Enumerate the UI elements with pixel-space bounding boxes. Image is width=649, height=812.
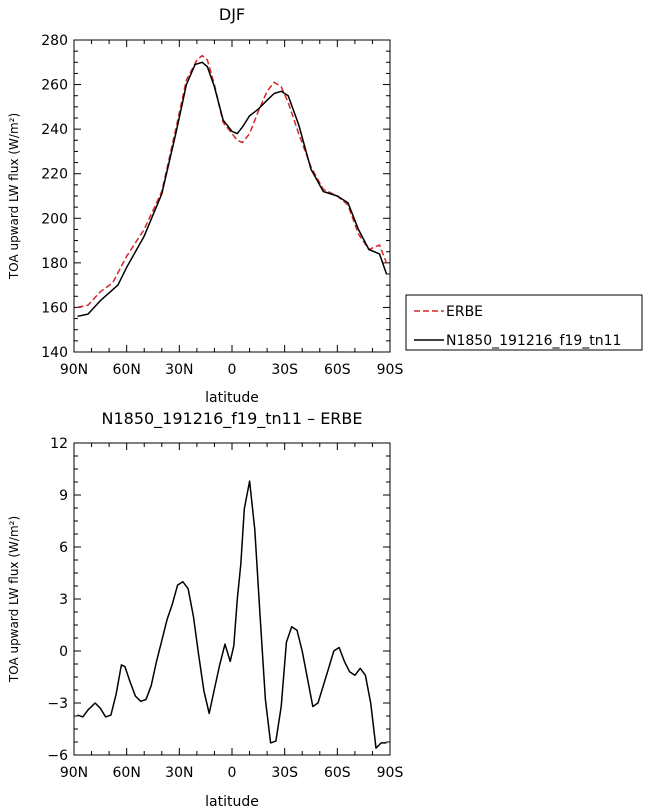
legend-label-model: N1850_191216_f19_tn11	[446, 333, 621, 349]
bottom-panel: N1850_191216_f19_tn11 – ERBE 90N 60N 30N 0 3…	[7, 409, 403, 810]
legend: ERBE N1850_191216_f19_tn11	[405, 294, 643, 351]
top-plot-frame	[73, 39, 391, 353]
bottom-chart-title: N1850_191216_f19_tn11 – ERBE	[101, 409, 362, 429]
x-tick-label: 0	[228, 362, 237, 378]
x-tick-label: 60S	[324, 362, 351, 378]
x-tick-label: 30N	[165, 362, 193, 378]
top-x-tick-labels: 90N 60N 30N 0 30S 60S 90S	[60, 362, 404, 378]
x-tick-label: 0	[228, 765, 237, 781]
top-chart-title: DJF	[219, 5, 245, 24]
bottom-plot-frame	[73, 442, 391, 756]
y-tick-label: 220	[41, 167, 68, 183]
x-tick-label: 90S	[377, 362, 404, 378]
legend-box	[405, 294, 643, 351]
bottom-x-tick-labels: 90N 60N 30N 0 30S 60S 90S	[60, 765, 404, 781]
y-tick-label: 180	[41, 256, 68, 272]
x-tick-label: 90N	[60, 765, 88, 781]
x-tick-label: 60N	[113, 765, 141, 781]
x-tick-label: 30S	[271, 362, 298, 378]
bottom-y-tick-labels: −6 −3 0 3 6 9 12	[47, 436, 68, 764]
y-tick-label: 240	[41, 122, 68, 138]
series-line-difference	[77, 480, 387, 749]
y-tick-label: 280	[41, 33, 68, 49]
top-panel: DJF 90N 60N 30N 0 30S 60S 90S 140 160 180 200 220 2…	[7, 5, 403, 406]
y-tick-label: −3	[47, 696, 68, 712]
y-tick-label: 260	[41, 78, 68, 94]
bottom-x-axis-label: latitude	[205, 794, 259, 810]
legend-label-erbe: ERBE	[446, 304, 483, 320]
bottom-y-axis-label: TOA upward LW flux (W/m²)	[7, 516, 21, 683]
x-tick-label: 60S	[324, 765, 351, 781]
top-y-axis-label: TOA upward LW flux (W/m²)	[7, 113, 21, 280]
bottom-series-layer	[77, 480, 387, 749]
y-tick-label: 6	[59, 540, 68, 556]
x-tick-label: 30S	[271, 765, 298, 781]
series-line-erbe	[77, 54, 388, 309]
y-tick-label: 9	[59, 488, 68, 504]
y-tick-label: 160	[41, 300, 68, 316]
x-tick-label: 90S	[377, 765, 404, 781]
y-tick-label: 0	[59, 644, 68, 660]
y-tick-label: 200	[41, 211, 68, 227]
y-tick-label: 12	[50, 436, 68, 452]
y-tick-label: 140	[41, 345, 68, 361]
bottom-ticks	[73, 442, 391, 756]
top-series-layer	[77, 54, 388, 318]
top-y-tick-labels: 140 160 180 200 220 240 260 280	[41, 33, 68, 361]
y-tick-label: −6	[47, 748, 68, 764]
x-tick-label: 60N	[113, 362, 141, 378]
series-line-n1850-191216-f19-tn11	[77, 61, 388, 318]
top-x-axis-label: latitude	[205, 390, 259, 406]
y-tick-label: 3	[59, 592, 68, 608]
top-ticks	[73, 39, 391, 353]
x-tick-label: 30N	[165, 765, 193, 781]
x-tick-label: 90N	[60, 362, 88, 378]
